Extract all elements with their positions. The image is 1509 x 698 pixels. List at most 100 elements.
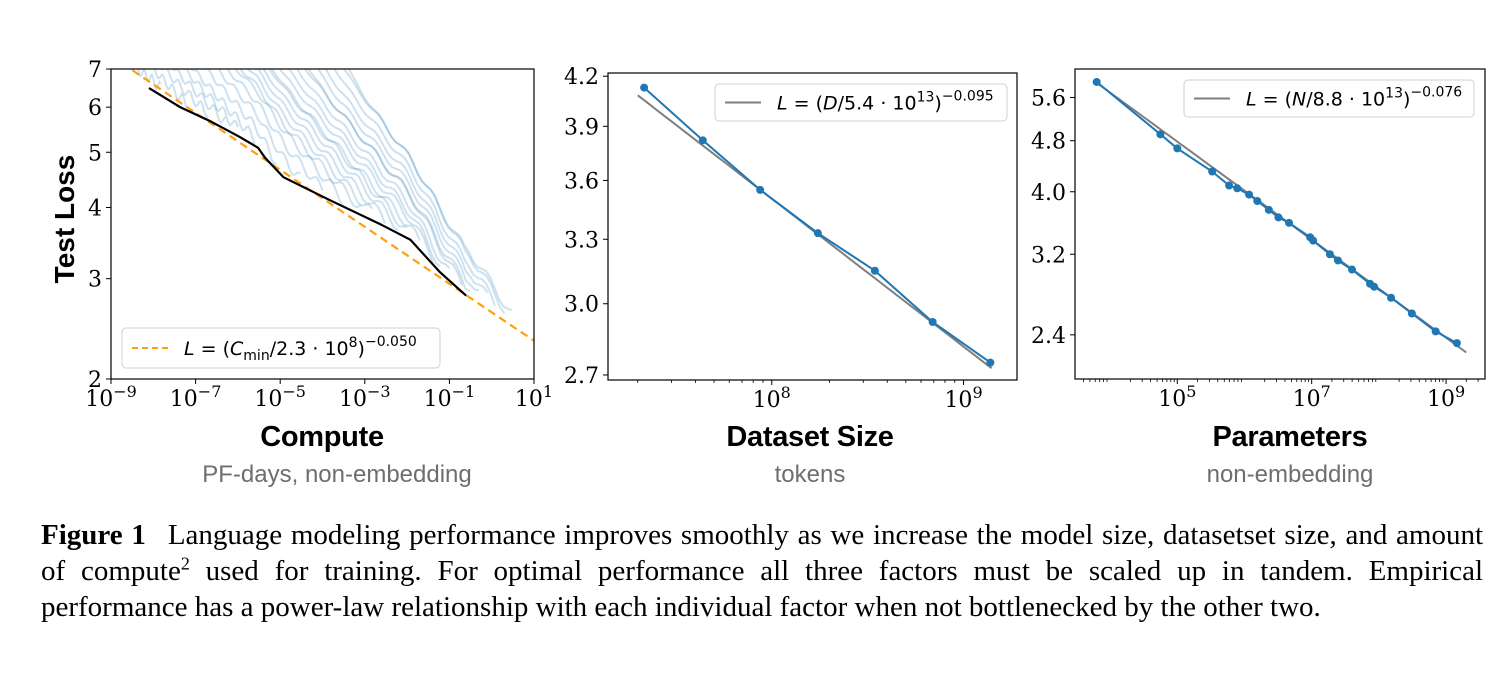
training-run-curve bbox=[324, 69, 489, 294]
training-run-curve bbox=[303, 69, 464, 286]
plot-area bbox=[128, 69, 534, 342]
training-run-curve bbox=[190, 69, 256, 145]
y-tick-label: 3 bbox=[88, 268, 102, 293]
data-point bbox=[870, 266, 879, 275]
caption-text-1: Language modeling performance improves s… bbox=[41, 519, 1484, 587]
training-run-curve bbox=[278, 69, 434, 263]
caption-label: Figure 1 bbox=[41, 519, 146, 551]
training-run-curve bbox=[234, 69, 344, 206]
compute-panel: 2 3 4 5 6 7 10−9 10−7 10−5 10−3 10−1 101 L = (Cmin/2… bbox=[85, 58, 553, 412]
data-point bbox=[1370, 282, 1379, 291]
series-line bbox=[1095, 81, 1458, 344]
data-point bbox=[1245, 190, 1254, 199]
y-tick-label: 2.7 bbox=[564, 364, 599, 389]
y-tick-label: 4.0 bbox=[1031, 181, 1066, 206]
dataset-size-panel: 2.7 3.0 3.3 3.6 3.9 4.2 108 109 L = (D/5.4 · 101… bbox=[564, 65, 1018, 413]
training-run-curve bbox=[153, 69, 188, 108]
y-tick-label: 7 bbox=[88, 58, 102, 83]
data-point bbox=[1309, 236, 1318, 245]
training-run-curve bbox=[203, 69, 277, 165]
plot-area bbox=[1092, 77, 1467, 354]
plot-frame bbox=[607, 72, 1018, 381]
data-point bbox=[1156, 130, 1165, 139]
legend-label: L = (N/8.8 · 1013)−0.076 bbox=[1246, 85, 1462, 111]
figure-caption: Figure 1 Language modeling performance im… bbox=[41, 517, 1483, 625]
data-point bbox=[1325, 250, 1334, 259]
x-tick-label: 109 bbox=[944, 383, 982, 413]
training-run-curve bbox=[268, 69, 408, 228]
data-point bbox=[1387, 293, 1396, 302]
y-tick-label: 3.2 bbox=[1031, 243, 1066, 268]
frontier-line bbox=[148, 87, 467, 297]
y-tick-label: 3.6 bbox=[564, 169, 599, 194]
x-tick-label: 107 bbox=[1293, 382, 1331, 412]
training-run-curve bbox=[170, 69, 226, 124]
y-tick-label: 4.8 bbox=[1031, 130, 1066, 155]
plots-svg: 2 3 4 5 6 7 10−9 10−7 10−5 10−3 10−1 101 L = (Cmin/2… bbox=[85, 58, 1486, 413]
x-axis-title-dataset-size: Dataset Size bbox=[726, 421, 894, 453]
y-tick-label: 3.9 bbox=[564, 115, 599, 140]
parameters-panel: 2.4 3.2 4.0 4.8 5.6 105 107 109 L = (N/8.8 · 101… bbox=[1031, 68, 1486, 412]
training-run-curve bbox=[180, 69, 239, 128]
y-tick-label: 2 bbox=[88, 368, 102, 393]
x-tick-label: 108 bbox=[753, 383, 791, 413]
x-tick-label: 10−7 bbox=[170, 382, 222, 412]
data-point bbox=[756, 185, 765, 194]
data-point bbox=[1264, 205, 1273, 214]
data-point bbox=[1208, 167, 1217, 176]
x-axis-subtitle-parameters: non-embedding bbox=[1206, 461, 1374, 488]
data-point bbox=[1285, 218, 1294, 227]
y-tick-label: 4 bbox=[88, 196, 102, 221]
legend-box bbox=[121, 327, 441, 369]
fit-line-compute bbox=[128, 69, 534, 342]
training-run-curve bbox=[271, 69, 421, 241]
training-run-curve bbox=[130, 69, 162, 91]
x-tick-label: 101 bbox=[515, 382, 553, 412]
data-point bbox=[813, 229, 822, 238]
x-tick-label: 10−9 bbox=[85, 382, 137, 412]
y-tick-label: 5 bbox=[88, 141, 102, 166]
x-axis-title-compute: Compute bbox=[260, 421, 384, 453]
x-tick-label: 109 bbox=[1427, 382, 1465, 412]
x-tick-label: 10−1 bbox=[424, 382, 476, 412]
training-run-curve bbox=[287, 69, 441, 268]
footnote-marker[interactable]: 2 bbox=[180, 553, 190, 574]
data-point bbox=[1347, 265, 1356, 274]
data-point bbox=[1274, 213, 1283, 222]
y-axis-label-test-loss: Test Loss bbox=[49, 154, 80, 284]
plot-frame bbox=[1074, 68, 1486, 380]
data-point bbox=[1333, 256, 1342, 265]
training-run-curve bbox=[333, 69, 496, 307]
data-point bbox=[1407, 309, 1416, 318]
data-point bbox=[986, 358, 995, 367]
legend-box bbox=[714, 83, 1008, 122]
data-point bbox=[1431, 327, 1440, 336]
training-run-curve bbox=[246, 69, 373, 210]
caption-text-2: used for training. For optimal performan… bbox=[41, 555, 1484, 623]
training-run-curve bbox=[160, 69, 209, 119]
data-point bbox=[1253, 197, 1262, 206]
training-run-curve bbox=[307, 69, 471, 293]
y-tick-label: 3.3 bbox=[564, 228, 599, 253]
legend-label: L = (D/5.4 · 1013)−0.095 bbox=[777, 89, 994, 115]
training-run-curve bbox=[316, 69, 480, 292]
x-tick-label: 10−3 bbox=[339, 382, 391, 412]
training-run-curve bbox=[217, 69, 301, 176]
y-tick-label: 4.2 bbox=[564, 65, 599, 90]
data-point bbox=[698, 136, 707, 145]
data-point bbox=[1452, 339, 1461, 348]
plot-area bbox=[637, 83, 995, 369]
plot-frame bbox=[110, 68, 535, 380]
training-run-curve bbox=[262, 69, 399, 232]
x-axis-subtitle-dataset-size: tokens bbox=[774, 461, 846, 488]
training-run-curve bbox=[256, 69, 386, 224]
data-point bbox=[1173, 144, 1182, 153]
y-tick-label: 2.4 bbox=[1031, 324, 1066, 349]
series-line bbox=[643, 86, 991, 364]
training-run-curve bbox=[342, 69, 506, 315]
training-run-curve bbox=[296, 69, 451, 269]
y-tick-label: 3.0 bbox=[564, 293, 599, 318]
legend-box bbox=[1183, 79, 1475, 118]
data-point bbox=[1225, 181, 1234, 190]
y-tick-label: 6 bbox=[88, 96, 102, 121]
